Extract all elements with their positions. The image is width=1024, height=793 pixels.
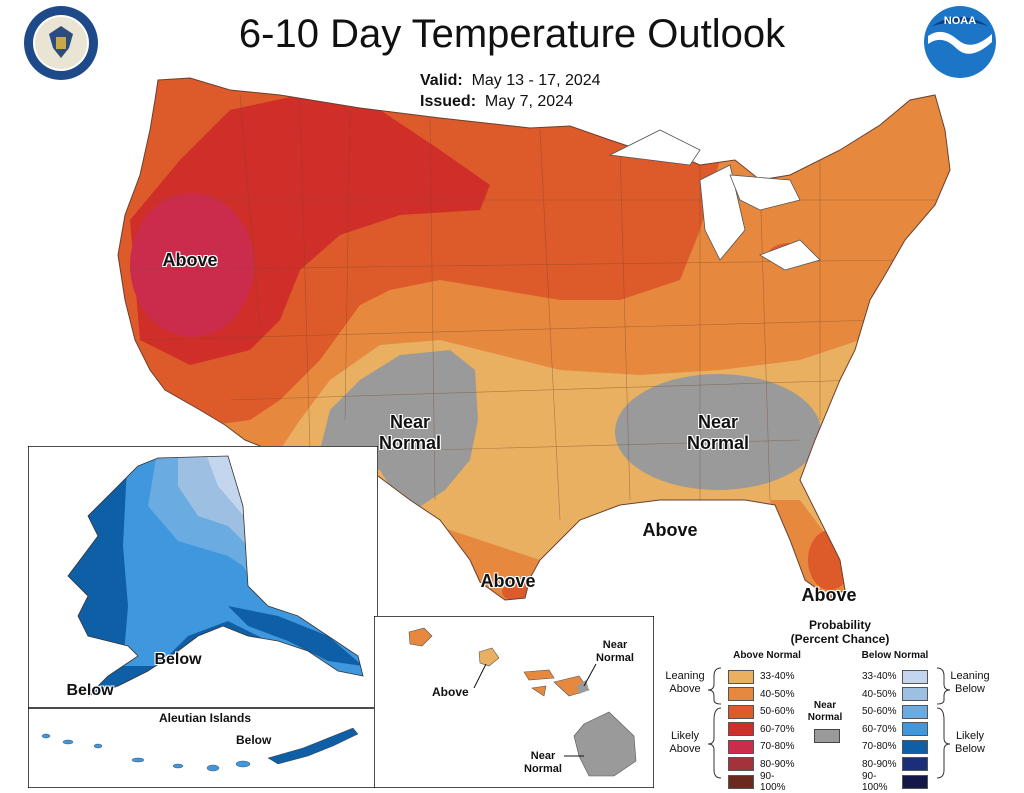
legend-above-item-label: 33-40% <box>760 671 795 683</box>
issued-value: May 7, 2024 <box>484 93 573 110</box>
legend-title-line2: (Percent Chance) <box>790 632 890 646</box>
legend-below-item-label: 80-90% <box>862 758 897 770</box>
commerce-seal-icon <box>24 6 98 80</box>
valid-dates: Valid: May 13 - 17, 2024 <box>420 72 601 90</box>
legend-leaning-above: Leaning Above <box>665 670 705 695</box>
legend-above-item-row: 90-100% <box>728 770 800 793</box>
legend-above-item-label: 50-60% <box>760 706 795 718</box>
page-title: 6-10 Day Temperature Outlook <box>238 12 786 56</box>
legend-below-header: Below Normal <box>861 650 929 661</box>
aleutian-below-label: Below <box>236 733 272 747</box>
southwest-near-normal-label: Near Normal <box>378 412 441 453</box>
southeast-near-normal-label: Near Normal <box>686 412 749 453</box>
legend-below-item-row: 60-70% <box>862 721 928 739</box>
alaska-below-label-1: Below <box>154 651 202 668</box>
florida-above-label: Above <box>801 585 857 605</box>
legend-below-item-label: 50-60% <box>862 706 897 718</box>
legend-above-item-row: 60-70% <box>728 721 800 739</box>
alaska-inset <box>28 446 378 708</box>
hawaii-above-label: Above <box>432 685 469 699</box>
hawaii-inset <box>374 616 654 788</box>
legend-below-item-swatch <box>902 669 928 684</box>
legend-below-item-row: 90-100% <box>862 770 928 793</box>
legend-below-item-row: 40-50% <box>862 686 928 704</box>
legend-above-item-swatch <box>728 669 754 684</box>
legend-below-item-label: 40-50% <box>862 688 897 700</box>
aleutian-inset <box>28 708 378 788</box>
noaa-logo-icon: NOAA <box>924 6 996 78</box>
legend-above-list: 33-40% 40-50% 50-60% 60-70% 70-80% 80-90% 90-1… <box>728 668 800 793</box>
legend-below-list: 33-40% 40-50% 50-60% 60-70% 70-80% 80-90% 90-1… <box>862 668 928 793</box>
valid-label: Valid: <box>420 72 463 89</box>
legend-above-item-swatch <box>728 757 754 772</box>
legend-below-brace-icon <box>936 667 951 779</box>
legend-above-item-row: 70-80% <box>728 738 800 756</box>
issued-date: Issued: May 7, 2024 <box>420 93 573 111</box>
alaska-below-label-2: Below <box>66 682 114 699</box>
legend-above-item-label: 40-50% <box>760 688 795 700</box>
legend-likely-above: Likely Above <box>669 730 701 755</box>
legend-above-item-swatch <box>728 739 754 754</box>
legend-above-item-swatch <box>728 722 754 737</box>
legend-title: Probability (Percent Chance) <box>740 618 940 646</box>
legend-above-item-swatch <box>728 774 754 789</box>
legend-above-item-swatch <box>728 704 754 719</box>
gulf-above-label: Above <box>642 520 698 540</box>
west-above-label: Above <box>162 250 218 270</box>
legend-below-item-swatch <box>902 757 928 772</box>
aleutian-title: Aleutian Islands <box>158 711 252 725</box>
legend-above-item-label: 70-80% <box>760 741 795 753</box>
legend-below-item-swatch <box>902 774 928 789</box>
legend-below-item-row: 70-80% <box>862 738 928 756</box>
legend-above-item-label: 60-70% <box>760 723 795 735</box>
legend-above-item-label: 80-90% <box>760 758 795 770</box>
legend-below-item-row: 50-60% <box>862 703 928 721</box>
legend-likely-below: Likely Below <box>955 730 985 755</box>
legend-above-item-row: 50-60% <box>728 703 800 721</box>
legend-below-item-swatch <box>902 739 928 754</box>
legend-below-item-swatch <box>902 687 928 702</box>
legend-title-line1: Probability <box>808 618 871 632</box>
legend-below-item-swatch <box>902 722 928 737</box>
legend-above-brace-icon <box>707 667 722 779</box>
hawaii-near-normal-label-1: Near Normal <box>596 639 634 664</box>
legend-below-item-label: 70-80% <box>862 741 897 753</box>
legend-above-item-row: 33-40% <box>728 668 800 686</box>
legend-near-normal-label: Near Normal <box>807 700 843 723</box>
legend-leaning-below: Leaning Below <box>950 670 990 695</box>
legend-below-item-row: 80-90% <box>862 756 928 774</box>
issued-label: Issued: <box>420 93 477 110</box>
legend-above-header: Above Normal <box>733 650 801 661</box>
valid-value: May 13 - 17, 2024 <box>471 72 601 89</box>
hawaii-near-normal-label-2: Near Normal <box>524 750 562 775</box>
legend-above-item-row: 80-90% <box>728 756 800 774</box>
legend-below-item-swatch <box>902 704 928 719</box>
legend-below-item-label: 33-40% <box>862 671 897 683</box>
legend-above-item-swatch <box>728 687 754 702</box>
legend-above-item-row: 40-50% <box>728 686 800 704</box>
legend-below-item-label: 90-100% <box>862 770 888 793</box>
legend-above-item-label: 90-100% <box>760 770 786 793</box>
legend-near-normal-swatch <box>814 729 840 743</box>
legend-below-item-label: 60-70% <box>862 723 897 735</box>
texas-above-label: Above <box>480 571 536 591</box>
noaa-logo-text: NOAA <box>944 15 976 27</box>
legend-below-item-row: 33-40% <box>862 668 928 686</box>
great-lakes-icon <box>608 129 701 166</box>
